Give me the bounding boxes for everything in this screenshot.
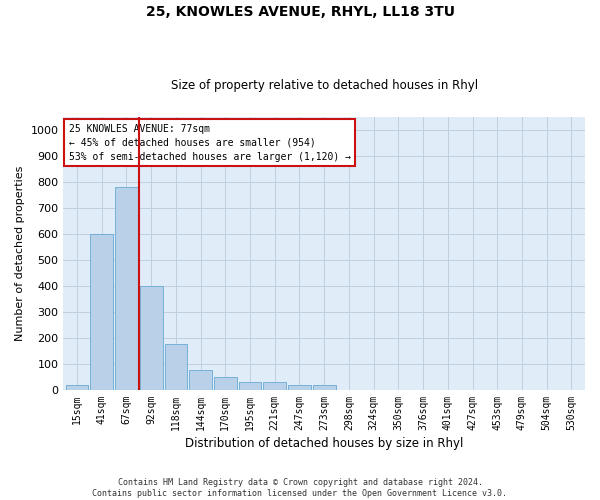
Bar — [91, 234, 113, 390]
Y-axis label: Number of detached properties: Number of detached properties — [15, 166, 25, 341]
Bar — [140, 286, 163, 390]
Text: 25 KNOWLES AVENUE: 77sqm
← 45% of detached houses are smaller (954)
53% of semi-: 25 KNOWLES AVENUE: 77sqm ← 45% of detach… — [68, 124, 350, 162]
Bar — [313, 384, 335, 390]
Text: Contains HM Land Registry data © Crown copyright and database right 2024.
Contai: Contains HM Land Registry data © Crown c… — [92, 478, 508, 498]
Bar — [263, 382, 286, 390]
Title: Size of property relative to detached houses in Rhyl: Size of property relative to detached ho… — [170, 79, 478, 92]
Bar — [65, 384, 88, 390]
Bar — [115, 187, 138, 390]
Bar — [189, 370, 212, 390]
Bar — [288, 384, 311, 390]
Bar — [164, 344, 187, 390]
Text: 25, KNOWLES AVENUE, RHYL, LL18 3TU: 25, KNOWLES AVENUE, RHYL, LL18 3TU — [146, 5, 455, 19]
X-axis label: Distribution of detached houses by size in Rhyl: Distribution of detached houses by size … — [185, 437, 463, 450]
Bar — [214, 377, 237, 390]
Bar — [239, 382, 262, 390]
